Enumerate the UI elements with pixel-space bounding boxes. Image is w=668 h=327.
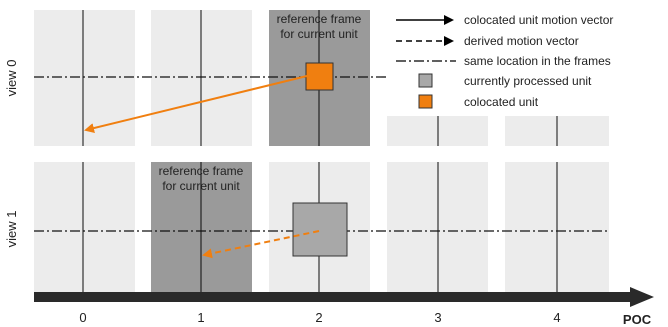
colocated-motion-vector-arrow [84, 74, 312, 133]
ref-frame-label-v1-line2: for current unit [162, 179, 240, 193]
poc-axis-arrow [34, 287, 654, 307]
legend-item-3: currently processed unit [464, 74, 592, 88]
poc-tick-0: 0 [79, 310, 86, 325]
ref-frame-label-v0-line1: reference frame [277, 12, 362, 26]
legend-gray-square-icon [418, 73, 433, 88]
legend-item-1: derived motion vector [464, 34, 579, 48]
legend-item-4: colocated unit [464, 95, 539, 109]
colocated-unit [305, 62, 334, 91]
poc-axis-label: POC [623, 312, 652, 327]
ref-frame-label-v0-line2: for current unit [280, 27, 358, 41]
legend-item-0: colocated unit motion vector [464, 13, 613, 27]
legend-orange-square-icon [418, 94, 433, 109]
legend-item-2: same location in the frames [464, 54, 611, 68]
poc-tick-3: 3 [434, 310, 441, 325]
currently-processed-unit [292, 202, 348, 257]
poc-tick-4: 4 [553, 310, 560, 325]
frame-v0-poc0 [34, 10, 135, 146]
poc-tick-2: 2 [315, 310, 322, 325]
ref-frame-label-v1-line1: reference frame [159, 164, 244, 178]
view-label-0: view 0 [4, 60, 19, 97]
legend-background [386, 8, 666, 112]
view-label-1: view 1 [4, 211, 19, 248]
poc-tick-1: 1 [197, 310, 204, 325]
frame-v1-poc0 [34, 162, 135, 295]
